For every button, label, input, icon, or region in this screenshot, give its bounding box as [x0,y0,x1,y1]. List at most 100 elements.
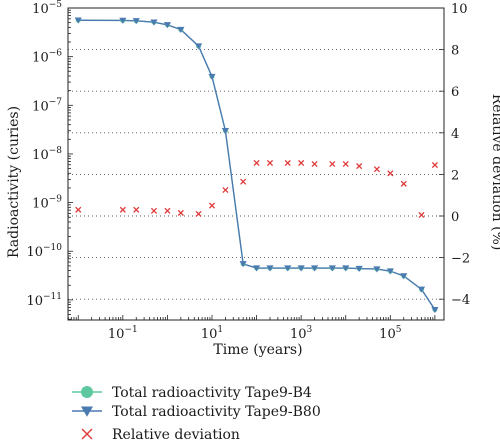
legend-x-marker [81,428,93,440]
y-left-tick-label: 10−9 [32,195,62,212]
grid-lines [68,49,444,300]
y-right-tick-label: 0 [451,210,459,225]
deviation-marker-stroke [253,159,260,167]
deviation-marker-stroke [284,159,291,167]
legend: Total radioactivity Tape9-B4 Total radioa… [72,385,321,441]
legend-entry: Relative deviation [81,427,240,441]
deviation-marker-stroke [342,160,349,168]
deviation-point [311,160,318,168]
b80-point [208,73,216,80]
tick-labels: 10−1 101 103 105 10−5 10−6 10−7 10−8 10−9 10−10 10… [26,0,470,342]
b80-point [239,261,247,268]
legend-triangle-marker [81,406,93,417]
deviation-point [342,160,349,168]
deviation-marker-stroke [240,178,247,185]
b80-point [177,26,185,34]
y-left-tick-label: 10−10 [26,243,62,260]
b80-point [132,18,140,25]
y-left-tick-label: 10−5 [32,0,62,17]
deviation-point [177,209,184,216]
b80-point [119,17,127,24]
deviation-point [195,210,202,217]
deviation-marker-stroke [75,206,82,213]
y-axis-left-label: Radioactivity (curies) [6,106,22,258]
x-tick-label: 105 [379,325,402,342]
y-right-tick-label: 6 [451,85,459,100]
x-tick-label: 101 [201,325,223,342]
deviation-point [150,207,158,214]
deviation-point [387,170,394,177]
deviation-point [164,207,171,214]
deviation-marker-stroke [195,210,202,217]
deviation-marker-stroke [387,170,394,177]
y-left-tick-label: 10−11 [26,292,62,309]
deviation-marker-stroke [133,206,140,213]
deviation-marker-stroke [177,209,184,216]
x-axis-label: Time (years) [213,342,302,358]
b80-point [252,265,261,272]
deviation-point [418,211,425,219]
deviation-point [373,166,380,173]
b80-point [284,265,292,272]
x-tick-label: 103 [290,325,313,342]
b80-point [163,22,172,29]
deviation-point [240,178,247,185]
deviation-point [75,206,82,213]
b80-point [417,286,426,293]
deviation-marker-stroke [164,207,171,214]
legend-circle-marker [81,386,93,398]
deviation-point [253,159,260,167]
b80-point [342,265,350,272]
deviation-marker-stroke [311,160,318,168]
deviation-point [298,159,305,167]
b80-point [266,265,274,272]
deviation-marker-stroke [119,206,126,213]
deviation-marker-stroke [222,186,229,194]
deviation-marker-stroke [373,166,380,173]
data-markers [74,17,439,314]
deviation-marker-stroke [266,159,274,167]
y-right-tick-label: 2 [451,168,459,183]
y-left-tick-label: 10−6 [32,49,62,66]
b80-point [355,265,363,273]
legend-label: Total radioactivity Tape9-B80 [112,404,321,420]
deviation-marker-stroke [400,180,407,187]
deviation-point [133,206,140,213]
y-right-tick-label: −2 [451,252,470,267]
legend-entry: Total radioactivity Tape9-B80 [72,404,321,420]
deviation-marker-stroke [431,161,438,169]
b80-point [194,43,203,50]
deviation-point [329,160,336,168]
y-right-tick-label: 4 [451,127,459,142]
legend-label: Total radioactivity Tape9-B4 [112,385,312,401]
legend-entry: Total radioactivity Tape9-B4 [72,385,312,401]
deviation-point [119,206,126,213]
b80-point [221,128,230,135]
deviation-point [266,159,274,167]
b80-point [297,265,305,272]
deviation-point [400,180,407,187]
b80-point [310,265,319,272]
y-right-tick-label: 8 [451,44,459,59]
x-tick-label: 10−1 [108,325,138,342]
b80-point [400,273,408,280]
b80-point [431,306,439,314]
b80-point [373,266,381,273]
deviation-point [356,163,363,170]
deviation-marker-stroke [329,160,336,168]
legend-label: Relative deviation [112,427,240,441]
axes [67,7,445,321]
b80-point [386,268,394,275]
b80-point [328,265,336,272]
y-right-tick-label: 10 [451,2,468,17]
deviation-point [431,161,438,169]
tick-marks [67,7,444,320]
y-left-tick-label: 10−8 [32,146,62,163]
deviation-point [284,159,291,167]
y-right-tick-label: −4 [451,293,470,308]
deviation-marker-stroke [418,211,425,219]
deviation-point [222,186,229,194]
b80-point [150,19,158,26]
deviation-marker-stroke [150,207,158,214]
